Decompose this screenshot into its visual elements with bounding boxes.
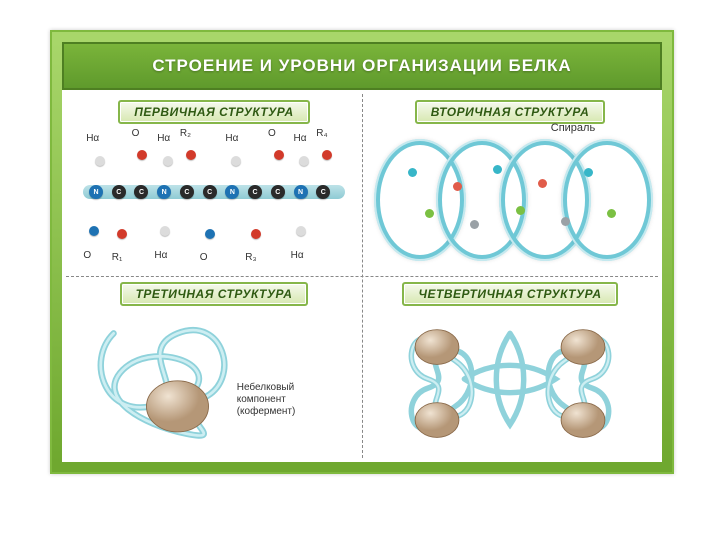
cell-tertiary: ТРЕТИЧНАЯ СТРУКТУРА Небелковый компонент… <box>66 276 362 458</box>
atom-C: C <box>203 185 217 199</box>
atom-H <box>231 156 241 166</box>
atom-H <box>296 226 306 236</box>
lbl: Hα <box>157 133 170 144</box>
bead <box>607 209 616 218</box>
primary-canvas: N C C N C C N C C N C <box>72 124 356 270</box>
atom-C: C <box>112 185 126 199</box>
atom-N: N <box>294 185 308 199</box>
atom-O <box>205 229 215 239</box>
bead <box>425 209 434 218</box>
atom-O <box>89 226 99 236</box>
subunit <box>561 330 605 365</box>
heading-quaternary: ЧЕТВЕРТИЧНАЯ СТРУКТУРА <box>402 282 617 306</box>
bead <box>493 165 502 174</box>
heading-tertiary: ТРЕТИЧНАЯ СТРУКТУРА <box>120 282 309 306</box>
atom-O <box>137 150 147 160</box>
bead <box>408 168 417 177</box>
poster: СТРОЕНИЕ И УРОВНИ ОРГАНИЗАЦИИ БЕЛКА ПЕРВ… <box>50 30 674 474</box>
spiral-label: Спираль <box>551 122 595 134</box>
lbl: R₄ <box>316 128 327 139</box>
atom-R <box>322 150 332 160</box>
lbl: O <box>83 250 91 261</box>
bead <box>584 168 593 177</box>
heading-secondary: ВТОРИЧНАЯ СТРУКТУРА <box>415 100 606 124</box>
helix-ring <box>561 139 653 261</box>
quaternary-svg <box>368 306 652 452</box>
atom-R <box>117 229 127 239</box>
atom-R <box>251 229 261 239</box>
secondary-canvas: Спираль <box>368 124 652 270</box>
atom-H <box>163 156 173 166</box>
atom-R <box>186 150 196 160</box>
lbl: O <box>268 128 276 139</box>
heading-primary: ПЕРВИЧНАЯ СТРУКТУРА <box>118 100 309 124</box>
lbl: R₁ <box>112 252 123 263</box>
lbl: Hα <box>225 133 238 144</box>
lbl: R₃ <box>245 252 256 263</box>
tertiary-svg <box>72 306 356 452</box>
subunit <box>415 403 459 438</box>
tertiary-canvas: Небелковый компонент (кофермент) <box>72 306 356 452</box>
grid-2x2: ПЕРВИЧНАЯ СТРУКТУРА N C C N C C N C C N … <box>66 94 658 458</box>
lbl: Hα <box>294 133 307 144</box>
atom-H <box>95 156 105 166</box>
lbl: Hα <box>291 250 304 261</box>
bead <box>516 206 525 215</box>
cell-quaternary: ЧЕТВЕРТИЧНАЯ СТРУКТУРА <box>362 276 658 458</box>
lbl: R₂ <box>180 128 191 139</box>
title-bar: СТРОЕНИЕ И УРОВНИ ОРГАНИЗАЦИИ БЕЛКА <box>62 42 662 90</box>
lbl: O <box>200 252 208 263</box>
cell-secondary: ВТОРИЧНАЯ СТРУКТУРА Спираль <box>362 94 658 276</box>
title-text: СТРОЕНИЕ И УРОВНИ ОРГАНИЗАЦИИ БЕЛКА <box>152 56 571 76</box>
lbl: Hα <box>86 133 99 144</box>
quaternary-canvas <box>368 306 652 452</box>
atom-O <box>274 150 284 160</box>
lbl: O <box>132 128 140 139</box>
cell-primary: ПЕРВИЧНАЯ СТРУКТУРА N C C N C C N C C N … <box>66 94 362 276</box>
subunit <box>561 403 605 438</box>
atom-H <box>299 156 309 166</box>
lbl: Hα <box>154 250 167 261</box>
atom-H <box>160 226 170 236</box>
cofactor-ellipse <box>146 381 208 432</box>
cofactor-note: Небелковый компонент (кофермент) <box>237 382 296 418</box>
subunit <box>415 330 459 365</box>
